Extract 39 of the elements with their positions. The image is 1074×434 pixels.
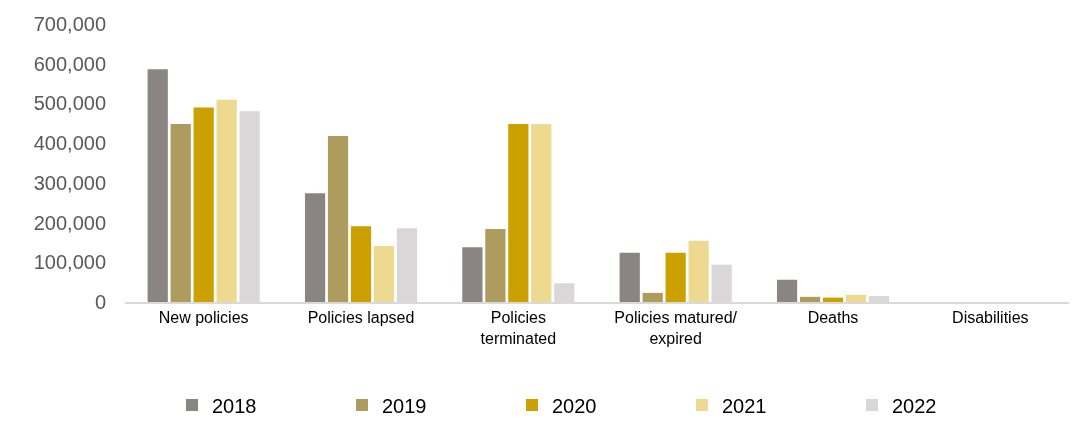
- x-tick-label: Policies matured/ expired: [614, 309, 738, 347]
- bar: [327, 135, 349, 302]
- y-tick-label: 600,000: [33, 52, 106, 75]
- bar: [462, 247, 483, 302]
- bar: [147, 69, 168, 302]
- bar: [170, 124, 191, 302]
- bar: [193, 107, 214, 302]
- y-tick-label: 100,000: [33, 251, 106, 274]
- bar: [304, 193, 326, 302]
- bar: [845, 294, 867, 302]
- y-tick-label: 300,000: [33, 171, 106, 194]
- bar: [373, 246, 395, 302]
- bar: [799, 296, 821, 302]
- bar: [216, 99, 237, 302]
- bar: [531, 124, 552, 302]
- bar: [776, 279, 798, 302]
- y-tick-label: 200,000: [33, 211, 106, 234]
- legend-label: 2019: [382, 394, 427, 417]
- bar: [688, 240, 709, 302]
- y-tick-label: 0: [94, 291, 106, 313]
- y-tick-label: 700,000: [33, 13, 106, 35]
- y-tick-label: 500,000: [33, 92, 106, 115]
- bar: [642, 292, 663, 302]
- legend-label: 2020: [552, 394, 597, 417]
- legend-label: 2021: [722, 394, 767, 417]
- legend-label: 2018: [212, 394, 257, 417]
- bar: [485, 228, 506, 302]
- y-tick-label: 400,000: [33, 132, 106, 155]
- bar: [508, 124, 529, 302]
- x-tick-label: Policies lapsed: [307, 309, 415, 327]
- legend-label: 2022: [892, 394, 937, 417]
- x-tick-label: Deaths: [807, 309, 859, 327]
- x-tick-label: Policies terminated: [480, 309, 557, 347]
- x-tick-label: Disabilities: [952, 309, 1029, 327]
- bar: [619, 252, 640, 302]
- bar: [350, 226, 372, 302]
- bar: [665, 252, 686, 302]
- x-tick-label: New policies: [158, 309, 249, 327]
- bar: [822, 297, 844, 302]
